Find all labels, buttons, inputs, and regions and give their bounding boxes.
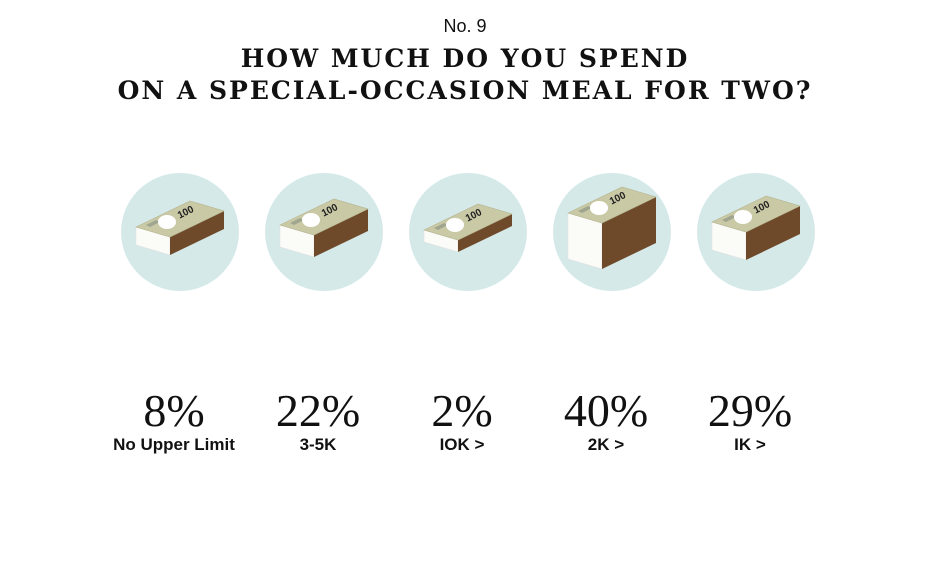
- stack-top: [279, 198, 369, 236]
- icon: 100: [121, 173, 239, 291]
- note-watermark: [302, 213, 320, 227]
- percentage: 8%: [143, 385, 204, 436]
- stack-top: [567, 186, 657, 224]
- title-line: HOW MUCH DO YOU SPEND: [241, 44, 690, 73]
- note-watermark: [158, 215, 176, 229]
- percentage: 2%: [431, 385, 492, 436]
- note-watermark: [734, 210, 752, 224]
- stack-front: [602, 197, 656, 269]
- icon: 100: [409, 173, 527, 291]
- note-watermark: [590, 201, 608, 215]
- percentage: 22%: [276, 385, 360, 436]
- answer-label: No Upper Limit: [113, 435, 235, 454]
- answer-label: IK >: [734, 435, 766, 454]
- note-stripe: [722, 215, 736, 222]
- question-number: No. 9: [443, 16, 486, 36]
- icon: 100: [697, 173, 815, 291]
- stack-top: [135, 200, 225, 238]
- percentage: 29%: [708, 385, 792, 436]
- note-stripe: [578, 206, 592, 213]
- note-stripe: [434, 223, 448, 230]
- icon: 100: [265, 173, 383, 291]
- answer-label: IOK >: [440, 435, 485, 454]
- stack-top: [711, 195, 801, 233]
- note-watermark: [446, 218, 464, 232]
- title-line: ON A SPECIAL-OCCASION MEAL FOR TWO?: [118, 76, 813, 105]
- stack-front: [458, 214, 512, 252]
- stack-top: [423, 203, 513, 241]
- stack-front: [746, 206, 800, 260]
- stack-front: [170, 211, 224, 255]
- answer-label: 2K >: [588, 435, 624, 454]
- note-stripe: [146, 220, 160, 227]
- percentage: 40%: [564, 385, 648, 436]
- note-stripe: [290, 218, 304, 225]
- answer-label: 3-5K: [300, 435, 338, 454]
- icon: 100: [553, 173, 671, 291]
- stack-front: [314, 209, 368, 257]
